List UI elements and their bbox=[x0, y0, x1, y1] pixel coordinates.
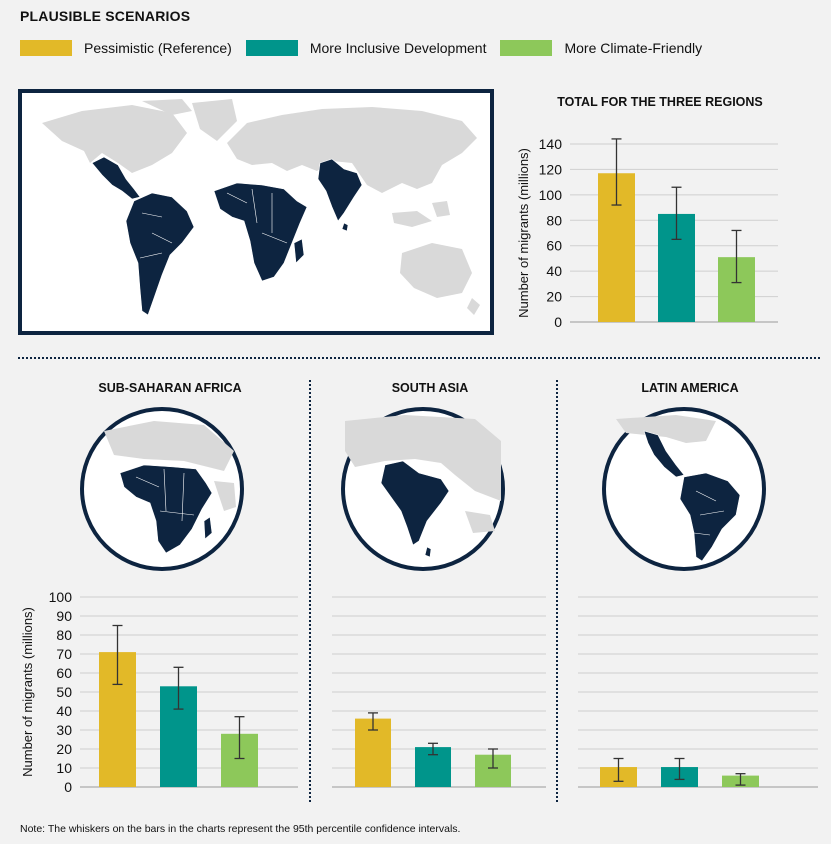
y-tick-label: 140 bbox=[539, 136, 563, 152]
legend-item-climate: More Climate-Friendly bbox=[500, 40, 702, 56]
world-map bbox=[18, 89, 494, 335]
legend-swatch bbox=[245, 40, 298, 56]
y-axis-label: Number of migrants (millions) bbox=[20, 607, 35, 777]
y-tick-label: 60 bbox=[546, 238, 562, 254]
total-chart: 0 20 40 60 80 100 120 140 Number of migrants (mi… bbox=[516, 136, 778, 330]
legend-item-inclusive: More Inclusive Development bbox=[245, 40, 487, 56]
legend-label: More Climate-Friendly bbox=[564, 40, 703, 56]
y-axis-label: Number of migrants (millions) bbox=[516, 148, 531, 318]
south-asia-title: SOUTH ASIA bbox=[391, 381, 469, 395]
legend-label: More Inclusive Development bbox=[309, 40, 487, 56]
column-divider bbox=[309, 380, 311, 802]
y-tick-label: 50 bbox=[56, 684, 72, 700]
south-asia-chart bbox=[332, 596, 546, 788]
y-tick-label: 100 bbox=[539, 187, 563, 203]
africa-globe-graphic bbox=[104, 421, 236, 554]
y-tick-label: 0 bbox=[64, 779, 72, 795]
latin-america-title: LATIN AMERICA bbox=[641, 381, 739, 395]
y-tick-label: 40 bbox=[546, 263, 562, 279]
y-tick-label: 80 bbox=[56, 627, 72, 643]
legend: Pessimistic (Reference) More Inclusive D… bbox=[20, 40, 716, 56]
page-title: PLAUSIBLE SCENARIOS bbox=[20, 8, 191, 24]
y-tick-label: 100 bbox=[49, 589, 73, 605]
y-tick-label: 20 bbox=[56, 741, 72, 757]
south-asia-globe-graphic bbox=[345, 415, 501, 558]
legend-label: Pessimistic (Reference) bbox=[84, 40, 232, 56]
africa-globe bbox=[80, 407, 244, 571]
legend-swatch bbox=[500, 40, 553, 56]
y-tick-label: 60 bbox=[56, 665, 72, 681]
total-chart-title: TOTAL FOR THE THREE REGIONS bbox=[557, 95, 763, 109]
africa-title: SUB-SAHARAN AFRICA bbox=[98, 381, 242, 395]
latin-america-globe-graphic bbox=[616, 415, 741, 562]
y-tick-label: 40 bbox=[56, 703, 72, 719]
legend-swatch bbox=[20, 40, 72, 56]
south-asia-globe bbox=[341, 407, 505, 571]
y-tick-label: 30 bbox=[56, 722, 72, 738]
legend-item-pessimistic: Pessimistic (Reference) bbox=[20, 40, 232, 56]
section-divider bbox=[18, 357, 820, 359]
latin-america-globe bbox=[602, 407, 766, 571]
world-map-graphic bbox=[42, 99, 480, 316]
y-tick-label: 80 bbox=[546, 212, 562, 228]
africa-chart: 0 10 20 30 40 50 60 70 80 90 100 Number of migrants… bbox=[20, 589, 298, 795]
y-tick-label: 90 bbox=[56, 608, 72, 624]
y-tick-label: 70 bbox=[56, 646, 72, 662]
footnote: Note: The whiskers on the bars in the ch… bbox=[20, 823, 461, 835]
y-tick-label: 20 bbox=[546, 289, 562, 305]
column-divider bbox=[556, 380, 558, 802]
y-tick-label: 0 bbox=[554, 314, 562, 330]
y-tick-label: 120 bbox=[539, 161, 563, 177]
latin-america-chart bbox=[578, 596, 818, 788]
y-tick-label: 10 bbox=[56, 760, 72, 776]
